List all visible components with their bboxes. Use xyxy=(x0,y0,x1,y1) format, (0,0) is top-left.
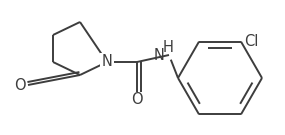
Text: N: N xyxy=(154,48,164,63)
Text: Cl: Cl xyxy=(244,34,258,49)
Text: N: N xyxy=(101,55,113,70)
Text: O: O xyxy=(14,77,26,92)
Text: O: O xyxy=(131,92,143,107)
Text: H: H xyxy=(162,40,174,55)
